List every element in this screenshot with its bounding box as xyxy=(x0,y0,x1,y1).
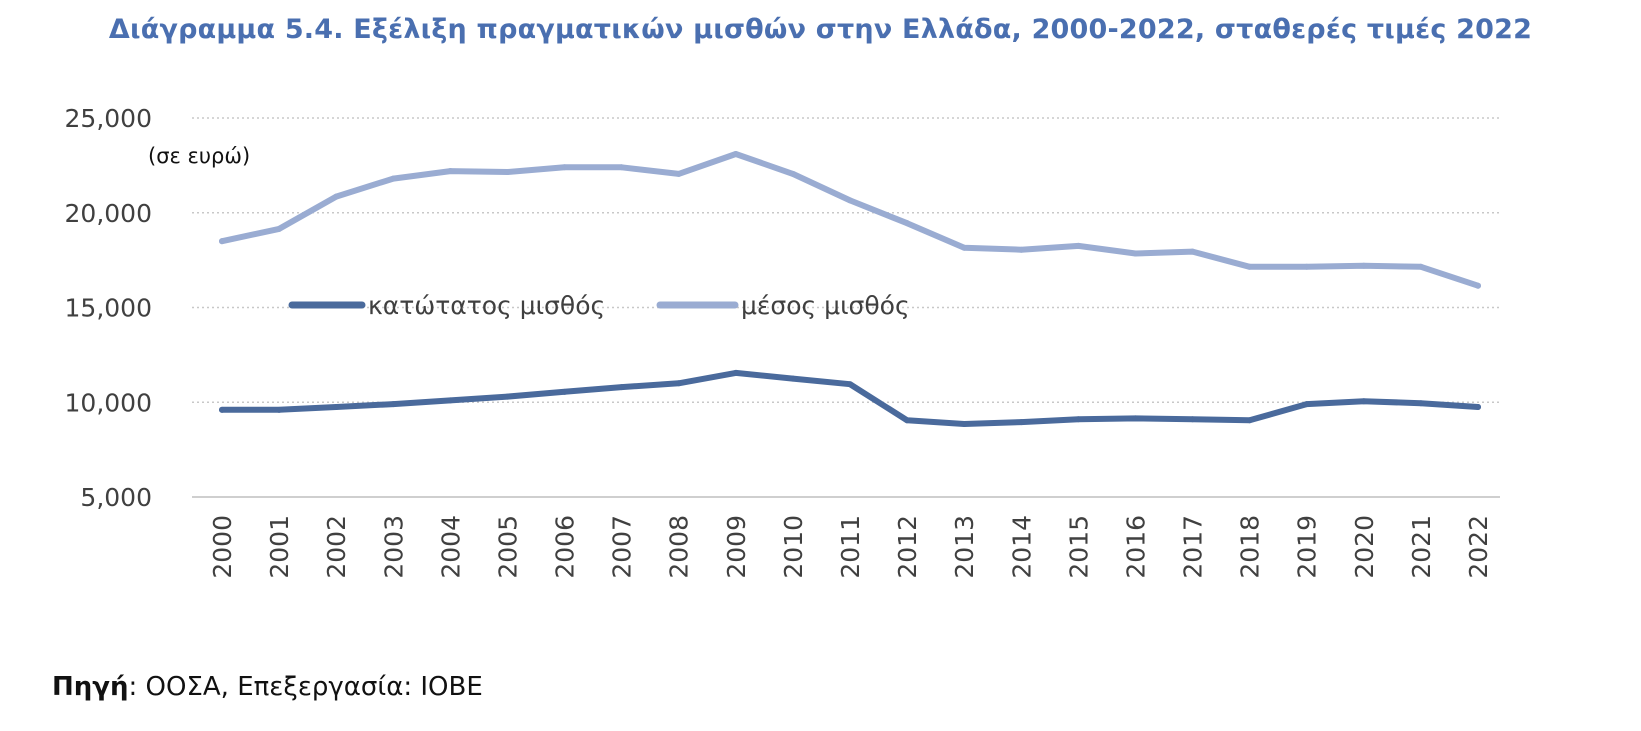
x-tick-label: 2021 xyxy=(1407,515,1436,579)
chart-title: Διάγραμμα 5.4. Εξέλιξη πραγματικών μισθώ… xyxy=(108,14,1533,45)
x-tick-label: 2010 xyxy=(779,515,808,579)
minimum-wage-line xyxy=(219,369,1481,427)
average-wage-point xyxy=(1189,248,1196,255)
legend-label-minimum-wage: κατώτατος μισθός xyxy=(368,291,605,320)
minimum-wage-point xyxy=(1132,415,1139,422)
x-tick-label: 2005 xyxy=(493,515,522,579)
source-note: Πηγή: ΟΟΣΑ, Επεξεργασία: ΙΟΒΕ xyxy=(52,672,483,702)
x-tick-label: 2019 xyxy=(1293,515,1322,579)
minimum-wage-point xyxy=(1246,417,1253,424)
minimum-wage-point xyxy=(1018,419,1025,426)
average-wage-line xyxy=(219,151,1481,289)
x-tick-label: 2004 xyxy=(436,515,465,579)
minimum-wage-point xyxy=(618,384,625,391)
series-lines xyxy=(219,151,1481,428)
minimum-wage-point xyxy=(1417,400,1424,407)
x-tick-label: 2006 xyxy=(551,515,580,579)
x-tick-label: 2022 xyxy=(1464,515,1493,579)
y-tick-label: 20,000 xyxy=(65,199,152,228)
minimum-wage-point xyxy=(390,401,397,408)
average-wage-point xyxy=(675,170,682,177)
x-tick-label: 2008 xyxy=(665,515,694,579)
average-wage-point xyxy=(219,238,225,245)
y-tick-label: 5,000 xyxy=(80,483,152,512)
average-wage-point xyxy=(904,220,911,227)
average-wage-point xyxy=(847,197,853,204)
x-tick-label: 2016 xyxy=(1121,515,1150,579)
y-tick-label: 10,000 xyxy=(65,388,152,417)
average-wage-point xyxy=(1246,263,1253,270)
minimum-wage-point xyxy=(1475,403,1481,410)
legend: κατώτατος μισθός μέσος μισθός xyxy=(288,291,910,320)
x-tick-label: 2018 xyxy=(1236,515,1265,579)
gridlines xyxy=(192,117,1500,403)
average-wage-point xyxy=(1475,282,1481,289)
minimum-wage-point xyxy=(276,406,283,413)
x-tick-label: 2001 xyxy=(265,515,294,579)
average-wage-point xyxy=(561,164,568,171)
average-wage-point xyxy=(732,151,739,158)
minimum-wage-point xyxy=(1189,416,1196,423)
y-tick-label: 15,000 xyxy=(65,294,152,323)
average-wage-point xyxy=(333,193,340,200)
minimum-wage-point xyxy=(732,369,739,376)
minimum-wage-point xyxy=(675,380,682,387)
average-wage-point xyxy=(961,244,968,251)
source-text: : ΟΟΣΑ, Επεξεργασία: ΙΟΒΕ xyxy=(128,672,483,702)
x-tick-label: 2011 xyxy=(836,515,865,579)
x-tick-label: 2003 xyxy=(379,515,408,579)
y-tick-label: 25,000 xyxy=(65,104,152,133)
x-tick-label: 2000 xyxy=(208,515,237,579)
x-tick-label: 2014 xyxy=(1007,515,1036,579)
average-wage-point xyxy=(1132,250,1139,257)
x-tick-label: 2002 xyxy=(322,515,351,579)
average-wage-point xyxy=(618,164,625,171)
average-wage-point xyxy=(1360,262,1367,269)
minimum-wage-point xyxy=(961,421,968,428)
legend-label-average-wage: μέσος μισθός xyxy=(741,291,910,320)
x-axis-tick-labels: 2000 2001 2002 2003 2004 2005 2006 2007 2008 2009… xyxy=(208,515,1493,579)
minimum-wage-point xyxy=(561,388,568,395)
minimum-wage-point xyxy=(789,375,796,382)
x-tick-label: 2015 xyxy=(1064,515,1093,579)
average-wage-point xyxy=(390,175,397,182)
x-tick-label: 2013 xyxy=(950,515,979,579)
minimum-wage-point xyxy=(1360,398,1367,405)
average-wage-point xyxy=(447,168,454,175)
average-wage-point xyxy=(789,170,796,177)
minimum-wage-point xyxy=(847,381,853,388)
minimum-wage-point xyxy=(219,406,225,413)
x-tick-label: 2007 xyxy=(608,515,637,579)
average-wage-point xyxy=(1075,242,1082,249)
unit-label: (σε ευρώ) xyxy=(148,144,250,168)
x-tick-label: 2017 xyxy=(1179,515,1208,579)
x-tick-label: 2012 xyxy=(893,515,922,579)
average-wage-point xyxy=(276,225,283,232)
minimum-wage-point xyxy=(904,417,911,424)
minimum-wage-point xyxy=(333,403,340,410)
minimum-wage-point xyxy=(447,397,454,404)
source-label: Πηγή xyxy=(52,672,129,702)
x-tick-label: 2020 xyxy=(1350,515,1379,579)
average-wage-point xyxy=(1018,246,1025,253)
minimum-wage-point xyxy=(504,393,511,400)
minimum-wage-point xyxy=(1075,416,1082,423)
minimum-wage-point xyxy=(1303,401,1310,408)
x-tick-label: 2009 xyxy=(722,515,751,579)
y-axis-tick-labels: 5,000 10,000 15,000 20,000 25,000 xyxy=(65,104,152,512)
average-wage-point xyxy=(1417,263,1424,270)
average-wage-point xyxy=(504,169,511,176)
average-wage-point xyxy=(1303,263,1310,270)
